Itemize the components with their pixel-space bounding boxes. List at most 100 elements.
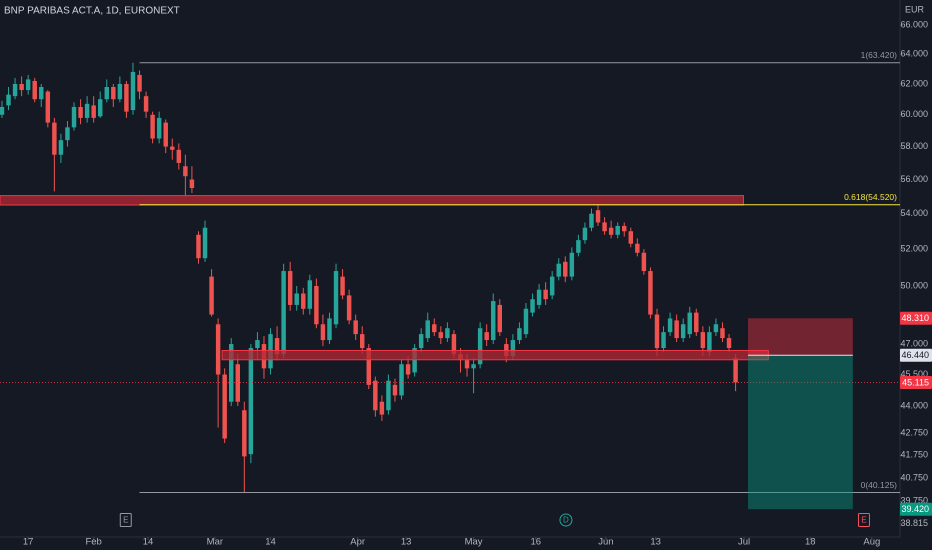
price-tag xyxy=(900,375,932,389)
price-tag-label: 39.420 xyxy=(901,504,929,514)
candle-body xyxy=(104,87,109,100)
x-tick-label: 14 xyxy=(143,537,154,548)
x-tick-label: 16 xyxy=(531,537,542,548)
candle-body xyxy=(477,328,483,365)
candle-body xyxy=(45,91,51,123)
candle-body xyxy=(569,252,575,277)
candle-body xyxy=(497,304,503,333)
candle-body xyxy=(608,227,614,235)
candle-body xyxy=(549,276,555,296)
candle-body xyxy=(52,122,57,155)
y-tick-label: 62.000 xyxy=(900,78,928,88)
candle-body xyxy=(228,344,234,402)
candle-body xyxy=(589,213,594,228)
y-tick-label: 38.815 xyxy=(900,518,928,528)
candle-body xyxy=(281,271,286,355)
price-tag xyxy=(900,348,932,362)
y-tick-label: 40.750 xyxy=(900,472,928,482)
x-tick-label: Feb xyxy=(85,537,101,548)
candle-body xyxy=(392,384,398,396)
candle-body xyxy=(700,332,706,349)
y-tick-label: 54.000 xyxy=(900,208,928,218)
candle-body xyxy=(71,106,77,128)
candle-body xyxy=(58,140,64,155)
candle-body xyxy=(333,271,339,325)
y-tick-label: 47.000 xyxy=(900,338,928,348)
candle-body xyxy=(687,312,692,335)
price-unit: EUR xyxy=(905,4,925,14)
candle-body xyxy=(307,280,313,309)
candle-body xyxy=(320,324,326,341)
candle-body xyxy=(189,179,195,188)
y-tick-label: 50.000 xyxy=(900,280,928,290)
candle-body xyxy=(209,276,214,315)
x-tick-label: Apr xyxy=(350,537,365,548)
x-tick-label: 13 xyxy=(401,537,412,548)
candle-body xyxy=(6,94,11,106)
candle-body xyxy=(91,105,96,118)
fib-label: 1(63.420) xyxy=(861,50,898,60)
y-tick-label: 42.750 xyxy=(900,427,928,437)
y-tick-label: 58.000 xyxy=(900,141,928,151)
candle-body xyxy=(39,87,44,100)
candle-body xyxy=(12,83,18,97)
candle-body xyxy=(602,222,607,232)
x-tick-label: 18 xyxy=(805,537,816,548)
candle-body xyxy=(156,117,162,139)
candle-body xyxy=(327,318,332,341)
candle-body xyxy=(202,227,208,259)
candle-body xyxy=(176,149,182,163)
candle-body xyxy=(438,332,444,339)
y-tick-label: 45.500 xyxy=(900,369,928,379)
candle-body xyxy=(248,348,254,455)
zone xyxy=(221,349,769,361)
candle-body xyxy=(523,308,529,335)
candle-body xyxy=(615,225,620,235)
candle-body xyxy=(720,328,725,339)
y-tick-label: 64.000 xyxy=(900,49,928,59)
candle-body xyxy=(117,83,123,100)
candle-body xyxy=(314,285,319,325)
target-zone xyxy=(748,355,853,510)
candle-body xyxy=(733,358,738,383)
candle-body xyxy=(432,324,437,333)
candle-body xyxy=(353,320,358,335)
candle-body xyxy=(97,99,103,117)
candle-body xyxy=(654,314,660,349)
candle-body xyxy=(576,240,581,253)
candle-body xyxy=(536,289,542,305)
candle-body xyxy=(373,380,378,411)
candle-body xyxy=(379,401,385,415)
x-tick-label: May xyxy=(465,537,483,548)
price-tag xyxy=(900,311,932,325)
price-tag-label: 48.310 xyxy=(901,313,929,323)
candle-body xyxy=(530,299,535,313)
event-marker xyxy=(559,513,573,527)
event-label: E xyxy=(123,516,128,525)
candle-body xyxy=(399,364,404,396)
candle-body xyxy=(556,263,561,277)
candle-body xyxy=(674,320,679,339)
y-tick-label: 44.000 xyxy=(900,400,928,410)
candle-body xyxy=(111,87,116,100)
candle-body xyxy=(661,332,666,349)
event-marker xyxy=(857,513,870,527)
y-tick-label: 56.000 xyxy=(900,174,928,184)
candle-body xyxy=(622,225,627,232)
candle-body xyxy=(517,328,522,341)
candle-body xyxy=(78,106,83,118)
candle-body xyxy=(0,106,5,115)
candle-body xyxy=(418,334,424,349)
y-tick-label: 41.750 xyxy=(900,450,928,460)
candle-body xyxy=(346,295,352,321)
x-tick-label: 17 xyxy=(23,537,34,548)
event-marker xyxy=(119,513,132,527)
candle-body xyxy=(163,122,168,147)
stop-zone xyxy=(748,318,853,356)
y-tick-label: 52.000 xyxy=(900,244,928,254)
candle-body xyxy=(635,243,640,253)
candle-body xyxy=(170,146,175,150)
candle-body xyxy=(543,289,548,300)
price-tag-label: 46.440 xyxy=(901,350,929,360)
